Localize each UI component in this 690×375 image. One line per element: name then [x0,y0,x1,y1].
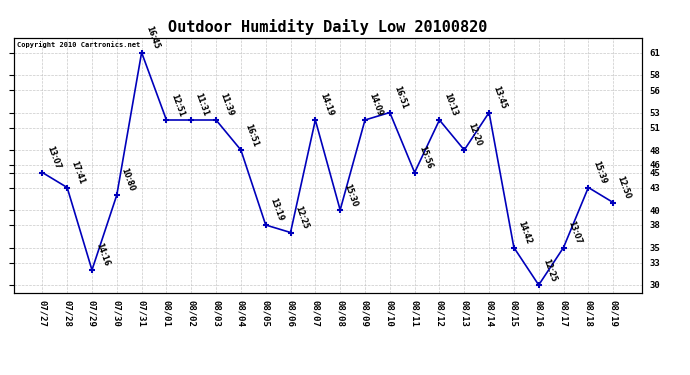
Text: 12:51: 12:51 [169,92,186,118]
Text: 16:45: 16:45 [144,25,161,50]
Text: 10:80: 10:80 [119,167,136,193]
Text: 16:51: 16:51 [393,85,409,110]
Text: 12:50: 12:50 [615,175,632,200]
Text: 14:19: 14:19 [318,92,335,118]
Text: 12:25: 12:25 [541,257,558,283]
Text: 15:56: 15:56 [417,145,434,170]
Text: 14:42: 14:42 [516,219,533,245]
Text: 10:13: 10:13 [442,92,459,118]
Text: Copyright 2010 Cartronics.net: Copyright 2010 Cartronics.net [17,41,140,48]
Text: 13:19: 13:19 [268,197,285,223]
Text: 13:07: 13:07 [45,144,61,170]
Text: 14:16: 14:16 [95,242,111,268]
Text: 11:39: 11:39 [219,92,235,118]
Text: 12:20: 12:20 [466,122,484,148]
Title: Outdoor Humidity Daily Low 20100820: Outdoor Humidity Daily Low 20100820 [168,19,487,35]
Text: 13:07: 13:07 [566,219,583,245]
Text: 13:45: 13:45 [491,85,509,110]
Text: 14:09: 14:09 [368,92,384,118]
Text: 15:39: 15:39 [591,160,607,185]
Text: 17:41: 17:41 [70,159,86,185]
Text: 12:25: 12:25 [293,205,310,230]
Text: 11:31: 11:31 [194,92,210,118]
Text: 15:30: 15:30 [343,182,359,208]
Text: 16:51: 16:51 [244,122,260,148]
